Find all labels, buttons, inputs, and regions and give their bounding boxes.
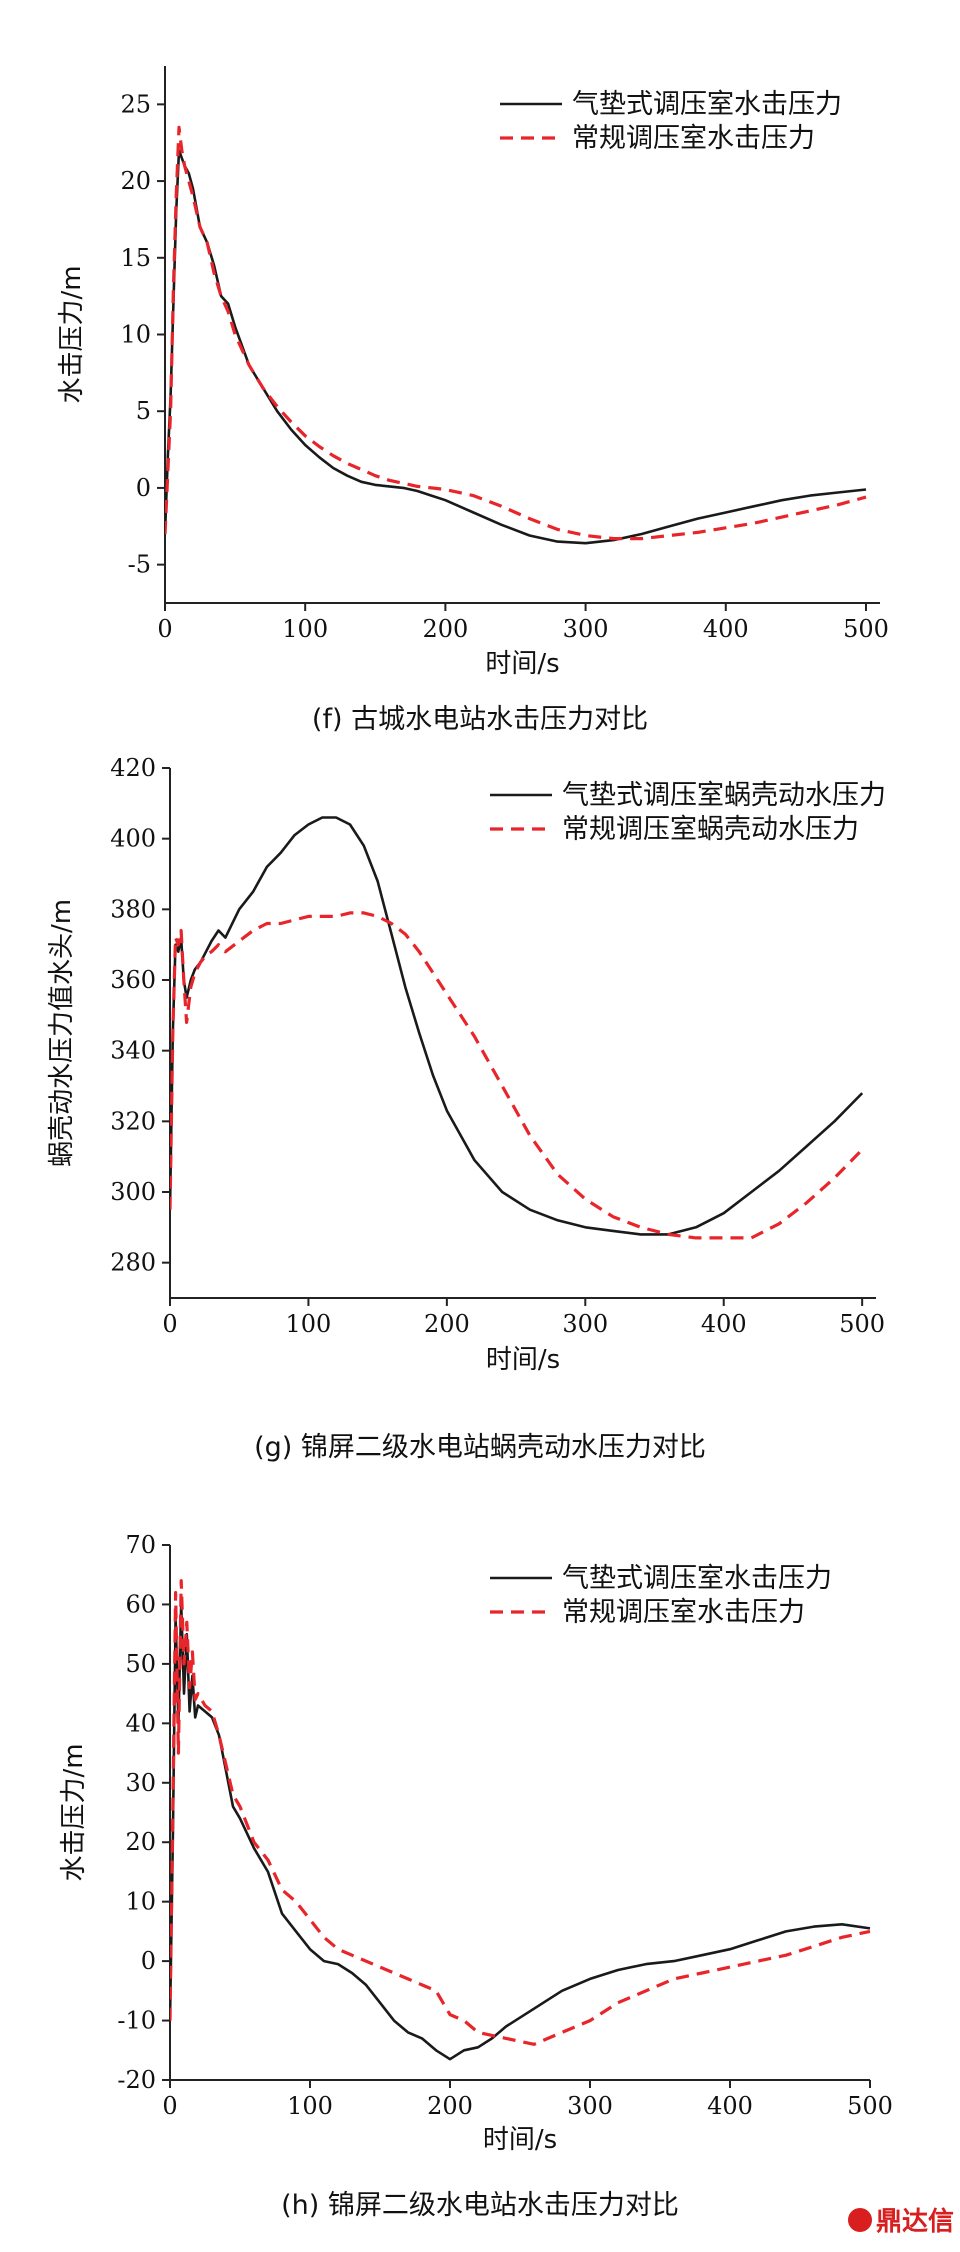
y-tick-label: 420	[110, 754, 156, 782]
y-tick-label: 20	[125, 1828, 156, 1856]
legend-label-1: 气垫式调压室蜗壳动水压力	[562, 780, 886, 811]
x-tick-label: 400	[703, 615, 749, 643]
chart-g: 0 100 200 300 400 500 280 300 320 340 360 380 400 420…	[47, 754, 886, 1463]
y-tick-label: 30	[125, 1769, 156, 1797]
y-tick-label: 400	[110, 825, 156, 853]
legend-label-1: 气垫式调压室水击压力	[572, 89, 842, 120]
legend-label-2: 常规调压室水击压力	[562, 1597, 805, 1628]
figure-caption: (h) 锦屏二级水电站水击压力对比	[281, 2190, 679, 2221]
series-line-2	[165, 125, 867, 541]
x-tick-label: 0	[157, 615, 172, 643]
y-tick-label: 50	[125, 1650, 156, 1678]
x-tick-label: 200	[427, 2092, 473, 2120]
figure-caption: (g) 锦屏二级水电站蜗壳动水压力对比	[254, 1432, 706, 1463]
y-axis-label: 水击压力/m	[57, 265, 87, 403]
x-tick-label: 400	[707, 2092, 753, 2120]
x-tick-label: 0	[162, 2092, 177, 2120]
x-tick-label: 0	[162, 1310, 177, 1338]
x-axis-label: 时间/s	[483, 2125, 557, 2155]
y-axis-label: 蜗壳动水压力值水头/m	[47, 899, 77, 1167]
y-tick-label: -20	[117, 2066, 156, 2094]
x-tick-label: 500	[839, 1310, 885, 1338]
y-tick-label: 10	[125, 1888, 156, 1916]
x-tick-label: 100	[287, 2092, 333, 2120]
y-tick-label: 25	[120, 90, 151, 118]
chart-h: 0 100 200 300 400 500 -20 -10 0 10 20 30 40 50 60 70 时间/…	[59, 1531, 893, 2221]
x-tick-label: 200	[424, 1310, 470, 1338]
legend-label-2: 常规调压室蜗壳动水压力	[562, 814, 859, 845]
y-tick-label: 280	[110, 1249, 156, 1277]
y-tick-label: 0	[141, 1947, 156, 1975]
y-axis-label: 水击压力/m	[59, 1743, 89, 1881]
x-axis-label: 时间/s	[486, 1345, 560, 1375]
y-tick-label: 380	[110, 895, 156, 923]
y-tick-label: -5	[128, 551, 151, 579]
series-line-2	[170, 911, 864, 1240]
y-tick-label: 340	[110, 1037, 156, 1065]
watermark-icon	[848, 2208, 872, 2232]
legend-label-2: 常规调压室水击压力	[572, 123, 815, 154]
watermark: 鼎达信	[848, 2207, 954, 2237]
x-tick-label: 500	[843, 615, 889, 643]
series-line-1	[170, 816, 864, 1236]
x-tick-label: 300	[567, 2092, 613, 2120]
y-tick-label: 5	[136, 397, 151, 425]
x-tick-label: 300	[562, 1310, 608, 1338]
y-tick-label: 360	[110, 966, 156, 994]
y-tick-label: 300	[110, 1178, 156, 1206]
series-line-1	[165, 149, 867, 545]
chart-f: 0 100 200 300 400 500 -5 0 5 10 15 20 25 时间/s 水击压力/m 气垫…	[57, 66, 889, 735]
y-tick-label: 320	[110, 1107, 156, 1135]
y-tick-label: 0	[136, 474, 151, 502]
y-tick-label: 40	[125, 1709, 156, 1737]
x-tick-label: 100	[282, 615, 328, 643]
watermark-text: 鼎达信	[876, 2207, 954, 2237]
figure-caption: (f) 古城水电站水击压力对比	[312, 704, 648, 735]
y-tick-label: 20	[120, 167, 151, 195]
y-tick-label: 70	[125, 1531, 156, 1559]
legend-label-1: 气垫式调压室水击压力	[562, 1563, 832, 1594]
x-tick-label: 400	[701, 1310, 747, 1338]
x-tick-label: 200	[422, 615, 468, 643]
x-axis-label: 时间/s	[485, 649, 559, 679]
x-tick-label: 100	[286, 1310, 332, 1338]
y-tick-label: -10	[117, 2007, 156, 2035]
y-tick-label: 60	[125, 1590, 156, 1618]
x-tick-label: 300	[563, 615, 609, 643]
series-line-2	[170, 1579, 871, 2046]
series-line-1	[170, 1603, 871, 2061]
y-tick-label: 15	[120, 244, 151, 272]
x-tick-label: 500	[847, 2092, 893, 2120]
y-tick-label: 10	[120, 321, 151, 349]
